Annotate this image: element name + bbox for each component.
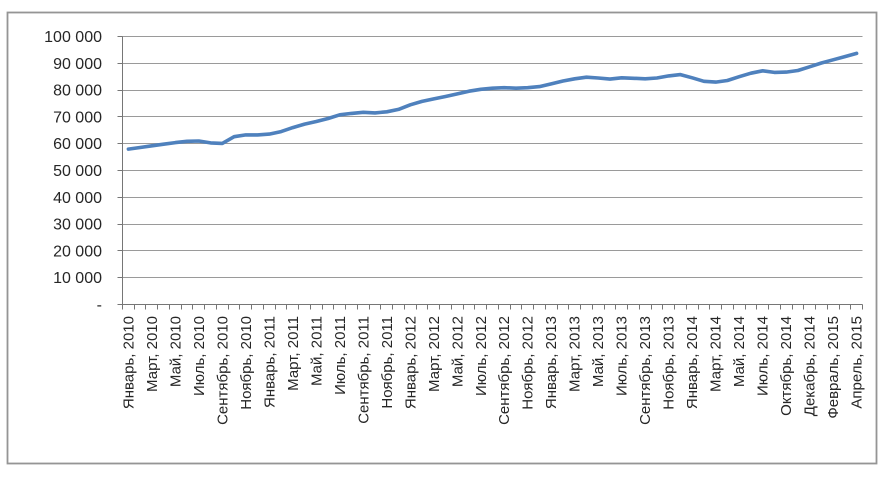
x-tick-label: Июль, 2013 — [614, 316, 631, 396]
y-axis-labels: 100 000 90 000 80 000 70 000 60 000 50 000 40 … — [44, 29, 102, 314]
x-tick-label: Октябрь, 2014 — [778, 316, 795, 416]
x-tick-label: Март, 2010 — [144, 316, 161, 392]
y-tick-label: 80 000 — [53, 83, 102, 100]
x-tick-label: Март, 2012 — [426, 316, 443, 392]
x-tick-label: Январь, 2012 — [402, 316, 419, 409]
axes — [117, 36, 863, 310]
y-tick-label: 90 000 — [53, 56, 102, 73]
x-tick-label: Апрель, 2015 — [849, 316, 866, 409]
x-tick-label: Февраль, 2015 — [825, 316, 842, 419]
x-tick-label: Ноябрь, 2013 — [661, 316, 678, 410]
y-tick-label: 10 000 — [53, 270, 102, 287]
x-tick-label: Май, 2011 — [308, 316, 325, 386]
y-tick-label: - — [97, 297, 102, 314]
y-tick-label: 60 000 — [53, 136, 102, 153]
x-tick-label: Июль, 2011 — [332, 316, 349, 395]
x-tick-label: Май, 2012 — [449, 316, 466, 387]
x-tick-label: Декабрь, 2014 — [802, 316, 819, 416]
x-tick-label: Ноябрь, 2012 — [520, 316, 537, 410]
chart-border — [6, 11, 878, 465]
x-tick-label: Март, 2011 — [285, 316, 302, 391]
x-tick-label: Март, 2013 — [567, 316, 584, 392]
y-tick-label: 50 000 — [53, 163, 102, 180]
x-tick-label: Сентябрь, 2013 — [637, 316, 654, 425]
x-tick-label: Январь, 2010 — [120, 316, 137, 409]
x-tick-label: Январь, 2011 — [261, 316, 278, 408]
x-tick-label: Май, 2010 — [167, 316, 184, 387]
x-tick-label: Май, 2013 — [590, 316, 607, 387]
x-tick-label: Март, 2014 — [708, 316, 725, 392]
y-tick-label: 100 000 — [44, 29, 102, 46]
x-tick-label: Июль, 2010 — [191, 316, 208, 396]
x-tick-label: Ноябрь, 2011 — [379, 316, 396, 409]
data-line-series — [126, 51, 859, 151]
x-tick-label: Январь, 2013 — [543, 316, 560, 409]
x-tick-label: Сентябрь, 2012 — [496, 316, 513, 425]
y-tick-label: 40 000 — [53, 190, 102, 207]
x-tick-label: Май, 2014 — [731, 316, 748, 387]
x-tick-label: Июль, 2014 — [755, 316, 772, 396]
x-tick-label: Январь, 2014 — [684, 316, 701, 409]
x-tick-label: Июль, 2012 — [473, 316, 490, 396]
y-tick-label: 70 000 — [53, 109, 102, 126]
x-tick-label: Сентябрь, 2010 — [214, 316, 231, 425]
y-tick-label: 20 000 — [53, 243, 102, 260]
y-tick-label: 30 000 — [53, 217, 102, 234]
x-tick-label: Ноябрь, 2010 — [238, 316, 255, 410]
x-tick-label: Сентябрь, 2011 — [355, 316, 372, 424]
gridlines — [122, 36, 863, 278]
x-axis-labels: Январь, 2010 Март, 2010 Май, 2010 Июль, 201… — [120, 316, 865, 425]
